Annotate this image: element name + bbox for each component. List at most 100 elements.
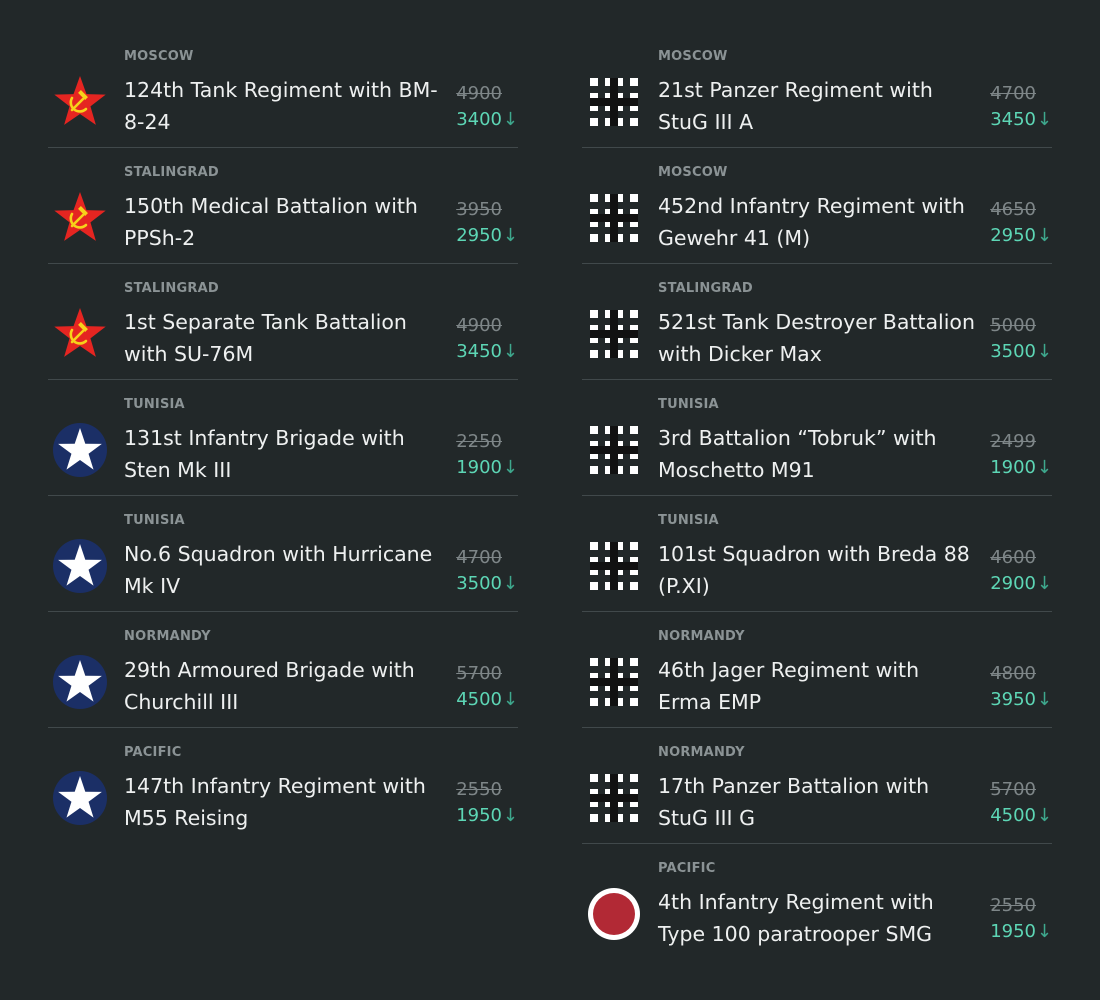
offer-list-item[interactable]: MOSCOW 124th Tank Regiment with BM-8-24 … [48, 32, 518, 148]
offer-list-item[interactable]: PACIFIC 147th Infantry Regiment with M55… [48, 728, 518, 844]
offer-location: TUNISIA [124, 397, 185, 412]
offer-new-price: 4500 [456, 689, 502, 710]
offer-title: 21st Panzer Regiment with StuG III A [658, 78, 933, 134]
offer-old-price: 4900 [456, 83, 502, 104]
offer-location: NORMANDY [658, 745, 745, 760]
allied-star-icon [52, 538, 108, 594]
offer-location: NORMANDY [658, 629, 745, 644]
offer-list-item[interactable]: TUNISIA 131st Infantry Brigade with Sten… [48, 380, 518, 496]
balkenkreuz-icon [586, 538, 642, 594]
discount-arrow-icon: ↓ [1036, 109, 1052, 130]
offer-title: No.6 Squadron with Hurricane Mk IV [124, 542, 433, 598]
balkenkreuz-icon [586, 306, 642, 362]
offer-old-price: 4800 [990, 663, 1036, 684]
offer-new-price: 3450 [456, 341, 502, 362]
discount-arrow-icon: ↓ [1036, 457, 1052, 478]
discount-arrow-icon: ↓ [502, 805, 518, 826]
offer-list-item[interactable]: NORMANDY 29th Armoured Brigade with Chur… [48, 612, 518, 728]
offer-title: 1st Separate Tank Battalion with SU-76M [124, 310, 407, 366]
offer-location: PACIFIC [124, 745, 182, 760]
offer-list-item[interactable]: TUNISIA 101st Squadron with Breda 88 (P.… [582, 496, 1052, 612]
offer-old-price: 4650 [990, 199, 1036, 220]
offer-title: 131st Infantry Brigade with Sten Mk III [124, 426, 405, 482]
left-offer-column: MOSCOW 124th Tank Regiment with BM-8-24 … [48, 32, 518, 844]
offer-title: 150th Medical Battalion with PPSh-2 [124, 194, 418, 250]
discount-arrow-icon: ↓ [502, 109, 518, 130]
offer-new-price: 2950 [990, 225, 1036, 246]
offer-old-price: 2550 [456, 779, 502, 800]
offer-location: NORMANDY [124, 629, 211, 644]
offer-new-price: 3500 [990, 341, 1036, 362]
offer-location: STALINGRAD [658, 281, 753, 296]
discount-arrow-icon: ↓ [502, 225, 518, 246]
balkenkreuz-icon [586, 654, 642, 710]
offer-new-price: 1950 [456, 805, 502, 826]
offer-old-price: 4700 [990, 83, 1036, 104]
discount-arrow-icon: ↓ [1036, 921, 1052, 942]
balkenkreuz-icon [586, 770, 642, 826]
offer-list-item[interactable]: STALINGRAD 150th Medical Battalion with … [48, 148, 518, 264]
offer-new-price: 2950 [456, 225, 502, 246]
offer-old-price: 2550 [990, 895, 1036, 916]
offer-list-item[interactable]: MOSCOW 21st Panzer Regiment with StuG II… [582, 32, 1052, 148]
offer-list-item[interactable]: STALINGRAD 1st Separate Tank Battalion w… [48, 264, 518, 380]
allied-star-icon [52, 654, 108, 710]
offer-list-item[interactable]: STALINGRAD 521st Tank Destroyer Battalio… [582, 264, 1052, 380]
offer-list-item[interactable]: NORMANDY 46th Jager Regiment with Erma E… [582, 612, 1052, 728]
offer-title: 4th Infantry Regiment with Type 100 para… [658, 890, 934, 946]
offer-title: 17th Panzer Battalion with StuG III G [658, 774, 930, 830]
discount-arrow-icon: ↓ [1036, 805, 1052, 826]
balkenkreuz-icon [586, 190, 642, 246]
offer-old-price: 2499 [990, 431, 1036, 452]
balkenkreuz-icon [586, 74, 642, 130]
offer-title: 46th Jager Regiment with Erma EMP [658, 658, 920, 714]
offer-new-price: 4500 [990, 805, 1036, 826]
offer-location: TUNISIA [124, 513, 185, 528]
soviet-star-icon [52, 306, 108, 362]
discount-arrow-icon: ↓ [502, 689, 518, 710]
soviet-star-icon [52, 74, 108, 130]
offer-new-price: 3400 [456, 109, 502, 130]
offer-location: MOSCOW [658, 165, 728, 180]
offer-location: TUNISIA [658, 513, 719, 528]
offer-old-price: 5700 [456, 663, 502, 684]
offer-old-price: 5700 [990, 779, 1036, 800]
offer-title: 124th Tank Regiment with BM-8-24 [124, 78, 438, 134]
discount-arrow-icon: ↓ [502, 341, 518, 362]
offer-old-price: 2250 [456, 431, 502, 452]
discount-arrow-icon: ↓ [502, 573, 518, 594]
offer-location: TUNISIA [658, 397, 719, 412]
offer-location: STALINGRAD [124, 165, 219, 180]
discount-arrow-icon: ↓ [1036, 573, 1052, 594]
offer-location: MOSCOW [658, 49, 728, 64]
offer-new-price: 3450 [990, 109, 1036, 130]
offer-new-price: 2900 [990, 573, 1036, 594]
offer-old-price: 4600 [990, 547, 1036, 568]
right-offer-column: MOSCOW 21st Panzer Regiment with StuG II… [582, 32, 1052, 960]
offer-new-price: 1950 [990, 921, 1036, 942]
rising-sun-icon [586, 886, 642, 942]
offer-list-item[interactable]: TUNISIA No.6 Squadron with Hurricane Mk … [48, 496, 518, 612]
offer-old-price: 5000 [990, 315, 1036, 336]
offer-title: 29th Armoured Brigade with Churchill III [124, 658, 415, 714]
discount-arrow-icon: ↓ [1036, 689, 1052, 710]
discount-arrow-icon: ↓ [1036, 341, 1052, 362]
discount-arrow-icon: ↓ [502, 457, 518, 478]
offer-list-item[interactable]: PACIFIC 4th Infantry Regiment with Type … [582, 844, 1052, 960]
allied-star-icon [52, 770, 108, 826]
discount-arrow-icon: ↓ [1036, 225, 1052, 246]
allied-star-icon [52, 422, 108, 478]
offer-old-price: 4900 [456, 315, 502, 336]
offer-title: 521st Tank Destroyer Battalion with Dick… [658, 310, 975, 366]
offer-location: STALINGRAD [124, 281, 219, 296]
offer-old-price: 3950 [456, 199, 502, 220]
offer-location: MOSCOW [124, 49, 194, 64]
offer-list-item[interactable]: TUNISIA 3rd Battalion “Tobruk” with Mosc… [582, 380, 1052, 496]
offer-list-item[interactable]: MOSCOW 452nd Infantry Regiment with Gewe… [582, 148, 1052, 264]
offer-location: PACIFIC [658, 861, 716, 876]
soviet-star-icon [52, 190, 108, 246]
offer-old-price: 4700 [456, 547, 502, 568]
balkenkreuz-icon [586, 422, 642, 478]
offer-list-item[interactable]: NORMANDY 17th Panzer Battalion with StuG… [582, 728, 1052, 844]
offer-new-price: 1900 [990, 457, 1036, 478]
